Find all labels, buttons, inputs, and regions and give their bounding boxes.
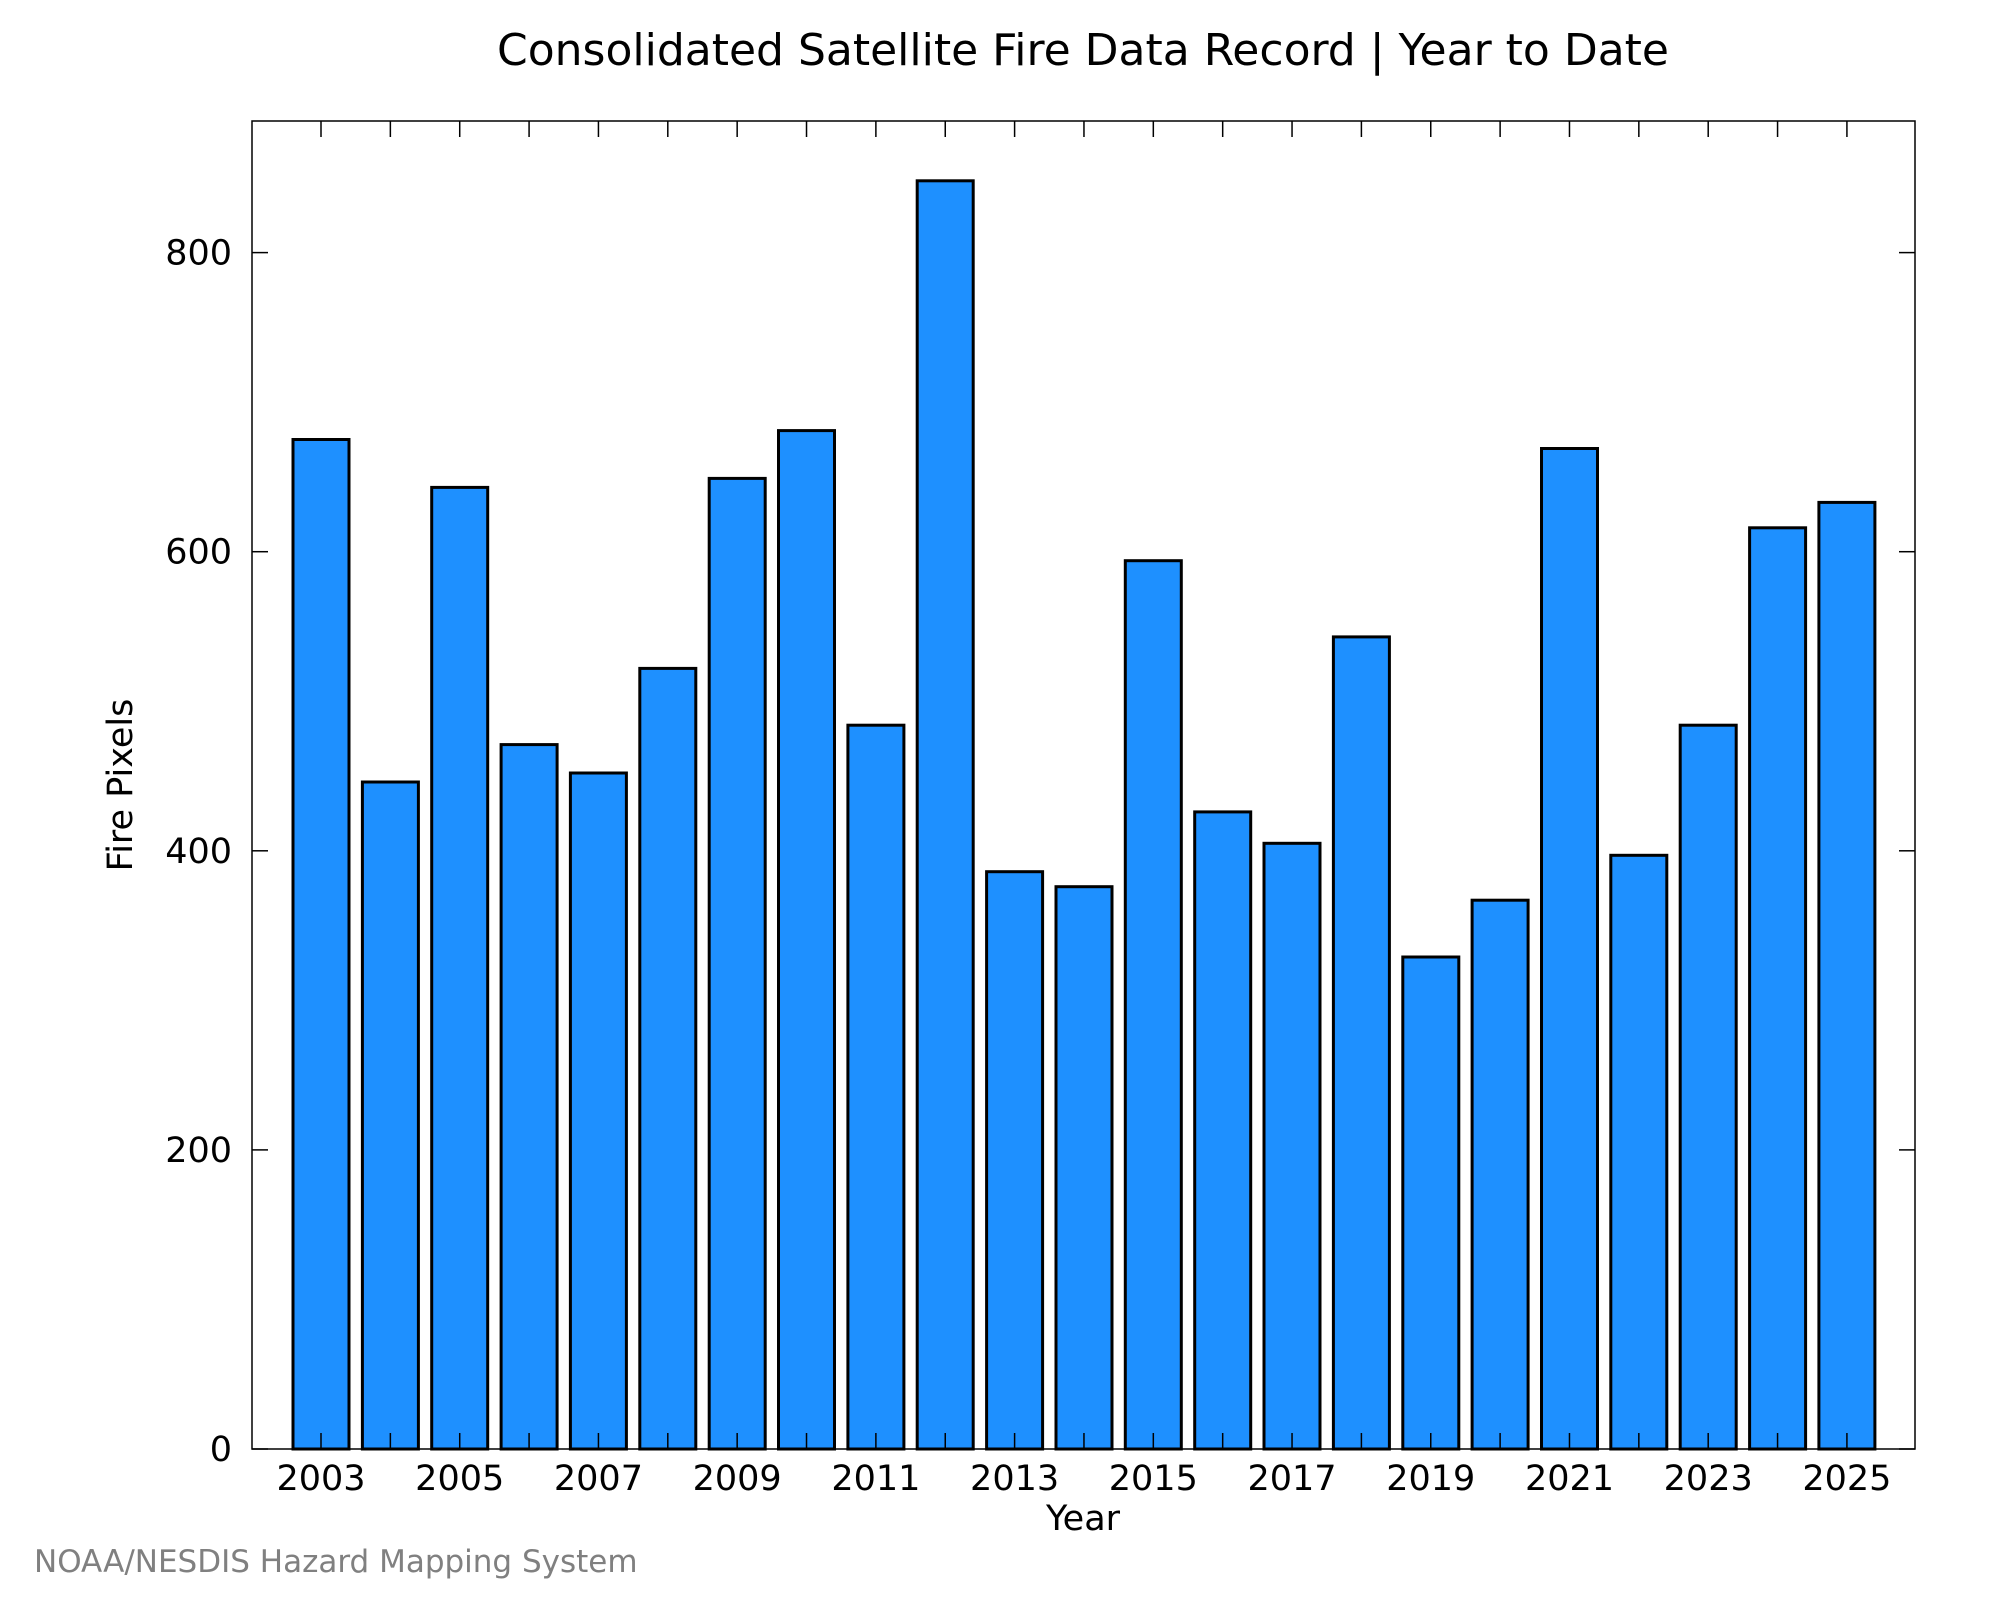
bar-2010 — [777, 429, 836, 1451]
x-tick-label: 2009 — [693, 1459, 782, 1499]
bar-2016 — [1193, 810, 1253, 1451]
y-axis-label: Fire Pixels — [101, 699, 141, 872]
x-axis-ticks: 2003 2005 2007 2009 2011 2013 2015 2017 2019 2021… — [276, 121, 1891, 1499]
bar-2004 — [360, 780, 420, 1451]
credit-text: NOAA/NESDIS Hazard Mapping System — [34, 1544, 638, 1580]
x-tick-label: 2019 — [1386, 1459, 1475, 1499]
bar-2013 — [985, 870, 1045, 1451]
y-tick-label: 800 — [165, 234, 232, 274]
bar-2009 — [707, 476, 767, 1451]
bar-2024 — [1748, 526, 1808, 1451]
x-axis-label: Year — [1045, 1499, 1121, 1539]
x-tick-label: 2021 — [1525, 1459, 1614, 1499]
y-tick-label: 0 — [210, 1430, 232, 1470]
x-tick-label: 2013 — [970, 1459, 1059, 1499]
bar-2018 — [1331, 635, 1391, 1451]
x-tick-label: 2003 — [276, 1459, 365, 1499]
bar-2011 — [846, 723, 906, 1451]
bar-2005 — [430, 485, 490, 1451]
x-tick-label: 2007 — [554, 1459, 643, 1499]
x-tick-label: 2011 — [831, 1459, 920, 1499]
bar-2014 — [1054, 885, 1114, 1451]
bar-2003 — [291, 438, 351, 1451]
x-tick-label: 2015 — [1109, 1459, 1198, 1499]
bar-2006 — [499, 743, 559, 1451]
bar-2021 — [1540, 447, 1599, 1451]
bars-group — [291, 179, 1877, 1451]
y-tick-label: 200 — [165, 1131, 232, 1171]
x-tick-label: 2025 — [1802, 1459, 1891, 1499]
y-tick-label: 400 — [165, 832, 232, 872]
bar-2022 — [1609, 853, 1669, 1451]
x-tick-label: 2023 — [1664, 1459, 1753, 1499]
bar-2012 — [915, 179, 975, 1451]
bar-2019 — [1401, 955, 1461, 1451]
bar-2017 — [1262, 841, 1322, 1451]
x-tick-label: 2017 — [1248, 1459, 1337, 1499]
chart-title: Consolidated Satellite Fire Data Record … — [497, 25, 1669, 76]
bar-2020 — [1470, 898, 1530, 1451]
y-axis-ticks: 0 200 400 600 800 — [165, 234, 1915, 1470]
x-tick-label: 2005 — [415, 1459, 504, 1499]
bar-2007 — [568, 771, 628, 1451]
y-tick-label: 600 — [165, 533, 232, 573]
bar-2008 — [638, 666, 698, 1451]
bar-2023 — [1678, 723, 1738, 1451]
bar-2015 — [1123, 559, 1183, 1451]
bar-2025 — [1817, 500, 1877, 1451]
